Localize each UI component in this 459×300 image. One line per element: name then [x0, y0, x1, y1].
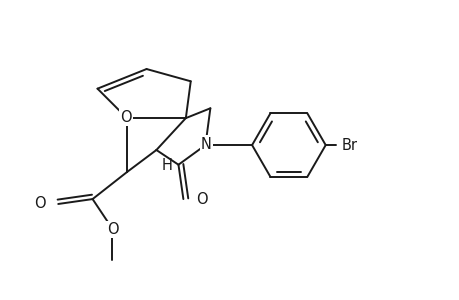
Text: H: H: [162, 158, 172, 173]
Text: O: O: [120, 110, 131, 124]
Text: O: O: [34, 196, 46, 211]
Text: O: O: [107, 222, 119, 237]
Text: O: O: [195, 192, 207, 207]
Text: Br: Br: [341, 138, 357, 153]
Text: N: N: [201, 136, 212, 152]
